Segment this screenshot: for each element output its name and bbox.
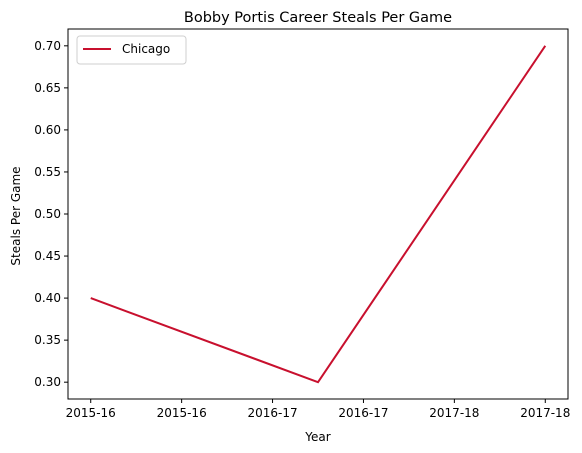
y-axis-label: Steals Per Game (9, 166, 23, 265)
y-tick-label: 0.55 (34, 165, 61, 179)
legend-box (76, 35, 187, 65)
plot-frame (67, 28, 569, 400)
legend-label-chicago: Chicago (122, 42, 170, 56)
x-tick-label: 2017-18 (429, 406, 479, 420)
plot-layer (90, 45, 547, 384)
y-tick-label: 0.30 (34, 375, 61, 389)
y-tick-label: 0.40 (34, 291, 61, 305)
series-line-chicago (90, 45, 547, 384)
x-tick-label: 2016-17 (338, 406, 388, 420)
y-tick-label: 0.45 (34, 249, 61, 263)
y-tick-label: 0.50 (34, 207, 61, 221)
y-axis: 0.30 0.35 0.40 0.45 0.50 0.55 0.60 0.65 0.70 (34, 39, 68, 389)
x-tick-label: 2015-16 (66, 406, 116, 420)
y-tick-label: 0.65 (34, 81, 61, 95)
chart-title: Bobby Portis Career Steals Per Game (184, 10, 452, 26)
y-tick-label: 0.70 (34, 39, 61, 53)
x-axis: 2015-16 2015-16 2016-17 2016-17 2017-18 2017-… (66, 399, 570, 420)
y-tick-label: 0.35 (34, 333, 61, 347)
x-tick-label: 2016-17 (247, 406, 297, 420)
y-tick-label: 0.60 (34, 123, 61, 137)
legend: Chicago (76, 35, 187, 65)
x-tick-label: 2015-16 (157, 406, 207, 420)
x-tick-label: 2017-18 (520, 406, 570, 420)
x-axis-label: Year (304, 430, 330, 444)
